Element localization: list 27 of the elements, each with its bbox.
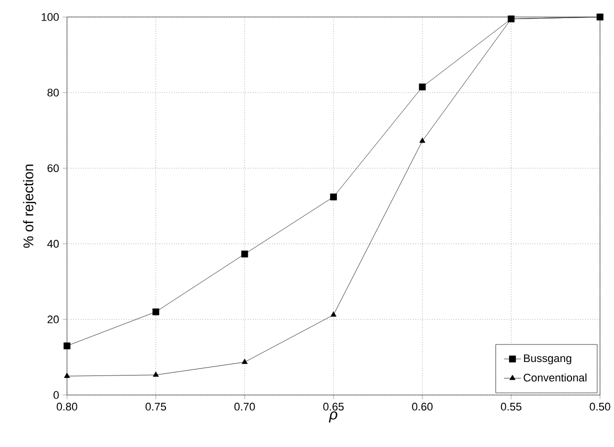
x-tick-label: 0.75 bbox=[146, 402, 166, 411]
y-tick-label: 80 bbox=[48, 88, 59, 96]
x-tick-label: 0.50 bbox=[590, 402, 610, 411]
x-tick-label: 0.80 bbox=[56, 402, 78, 411]
y-tick-label: 60 bbox=[48, 164, 59, 172]
y-tick-label: 100 bbox=[42, 13, 59, 21]
x-tick-label: 0.55 bbox=[500, 402, 522, 411]
legend-label: Conventional bbox=[524, 373, 586, 382]
y-tick-label: 20 bbox=[48, 316, 59, 324]
legend-label: Bussgang bbox=[524, 354, 572, 364]
y-axis-title: % of rejection bbox=[23, 164, 36, 248]
point bbox=[330, 194, 337, 200]
point bbox=[152, 308, 160, 316]
y-tick-label: 0 bbox=[54, 391, 59, 399]
x-axis-title: ρ bbox=[328, 411, 338, 423]
point bbox=[242, 358, 248, 364]
point bbox=[64, 342, 70, 350]
point bbox=[64, 372, 70, 378]
point bbox=[418, 84, 426, 90]
point bbox=[241, 250, 248, 258]
x-tick-label: 0.65 bbox=[323, 402, 344, 411]
y-tick-label: 40 bbox=[47, 240, 59, 248]
point bbox=[152, 372, 159, 377]
x-tick-label: 0.60 bbox=[412, 402, 433, 411]
x-tick-label: 0.70 bbox=[234, 402, 255, 411]
point bbox=[419, 138, 426, 143]
point bbox=[330, 311, 336, 317]
